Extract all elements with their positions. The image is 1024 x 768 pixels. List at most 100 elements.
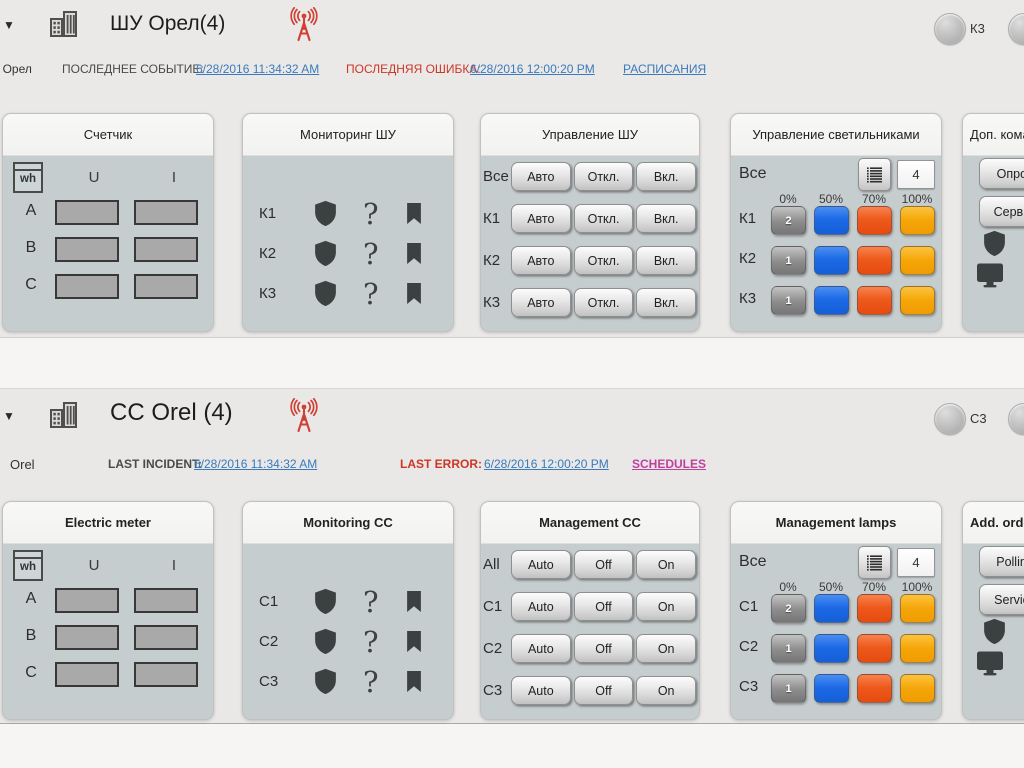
- dim-0-button[interactable]: 2: [771, 206, 806, 235]
- off-button[interactable]: Off: [573, 634, 634, 663]
- dim-100-button[interactable]: [900, 594, 935, 623]
- on-button[interactable]: On: [636, 550, 697, 579]
- channel-label: C2: [483, 640, 503, 657]
- radio-antenna-icon: [288, 398, 320, 434]
- monitor-icon[interactable]: [976, 650, 1004, 676]
- dim-0-button[interactable]: 1: [771, 674, 806, 703]
- dim-100-button[interactable]: [900, 206, 935, 235]
- dim-50-button[interactable]: [814, 594, 849, 623]
- status-sphere-indicator: [934, 13, 966, 45]
- lamp-list-button[interactable]: [858, 158, 891, 191]
- dim-100-button[interactable]: [900, 286, 935, 315]
- off-button[interactable]: Off: [573, 550, 634, 579]
- on-button[interactable]: Вкл.: [636, 246, 697, 275]
- on-button[interactable]: On: [636, 634, 697, 663]
- shield-icon[interactable]: [982, 618, 1007, 645]
- phase-label: C: [25, 276, 37, 293]
- shield-icon: [313, 668, 338, 695]
- meter-row-b: B: [3, 625, 213, 650]
- dim-100-button[interactable]: [900, 634, 935, 663]
- dim-70-button[interactable]: [857, 594, 892, 623]
- off-button[interactable]: Откл.: [573, 246, 634, 275]
- dim-100-button[interactable]: [900, 674, 935, 703]
- shield-icon[interactable]: [982, 230, 1007, 257]
- dim-100-button[interactable]: [900, 246, 935, 275]
- dim-50-button[interactable]: [814, 286, 849, 315]
- schedules-link[interactable]: РАСПИСАНИЯ: [623, 62, 707, 76]
- poll-button[interactable]: Polling: [979, 546, 1024, 577]
- auto-button[interactable]: Auto: [511, 550, 571, 579]
- dim-50-button[interactable]: [814, 246, 849, 275]
- off-button[interactable]: Off: [573, 676, 634, 705]
- card-title: Monitoring CC: [303, 515, 393, 530]
- card-body: wh U I A B C: [3, 156, 213, 331]
- dim-0-button[interactable]: 1: [771, 286, 806, 315]
- card-lamps: Управление светильниками Все 4 0% 50% 70…: [730, 113, 942, 332]
- last-event-label: ПОСЛЕДНЕЕ СОБЫТИЕ:: [62, 62, 204, 76]
- phase-label: A: [25, 590, 37, 607]
- lamp-count-box[interactable]: 4: [897, 160, 935, 189]
- dim-50-button[interactable]: [814, 206, 849, 235]
- dim-70-button[interactable]: [857, 206, 892, 235]
- auto-button[interactable]: Авто: [511, 288, 571, 317]
- off-button[interactable]: Откл.: [573, 204, 634, 233]
- service-button[interactable]: Service: [979, 584, 1024, 615]
- on-button[interactable]: Вкл.: [636, 162, 697, 191]
- on-button[interactable]: On: [636, 676, 697, 705]
- auto-button[interactable]: Auto: [511, 676, 571, 705]
- poll-button[interactable]: Опрос: [979, 158, 1024, 189]
- lamp-row-k3: К3 1: [731, 286, 941, 315]
- last-error-link[interactable]: 6/28/2016 12:00:20 PM: [484, 457, 609, 471]
- dim-70-button[interactable]: [857, 674, 892, 703]
- card-title: Management lamps: [775, 515, 897, 530]
- meter-value-box-u: [55, 662, 119, 687]
- schedules-link[interactable]: SCHEDULES: [632, 457, 707, 471]
- meter-value-box-u: [55, 588, 119, 613]
- monitor-icon[interactable]: [976, 262, 1004, 288]
- on-button[interactable]: Вкл.: [636, 204, 697, 233]
- lamp-row-k2: К2 1: [731, 246, 941, 275]
- dim-50-button[interactable]: [814, 634, 849, 663]
- management-row-k2: К2 Авто Откл. Вкл.: [483, 246, 699, 275]
- management-row-k3: К3 Авто Откл. Вкл.: [483, 288, 699, 317]
- service-button[interactable]: Сервис: [979, 196, 1024, 227]
- auto-button[interactable]: Авто: [511, 162, 571, 191]
- collapse-arrow-icon[interactable]: ▼: [3, 409, 15, 423]
- management-row-all: Все Авто Откл. Вкл.: [483, 162, 699, 191]
- on-button[interactable]: Вкл.: [636, 288, 697, 317]
- last-error-link[interactable]: 6/28/2016 12:00:20 PM: [470, 62, 595, 76]
- dim-70-button[interactable]: [857, 246, 892, 275]
- off-button[interactable]: Откл.: [573, 288, 634, 317]
- dim-0-button[interactable]: 2: [771, 594, 806, 623]
- bookmark-icon: [403, 281, 425, 306]
- auto-button[interactable]: Auto: [511, 634, 571, 663]
- last-event-link[interactable]: 6/28/2016 11:34:32 AM: [194, 457, 318, 471]
- shield-icon: [313, 280, 338, 307]
- collapse-arrow-icon[interactable]: ▼: [3, 18, 15, 32]
- meter-value-box-i: [134, 200, 198, 225]
- dim-0-button[interactable]: 1: [771, 246, 806, 275]
- meter-row-a: A: [3, 200, 213, 225]
- auto-button[interactable]: Авто: [511, 246, 571, 275]
- dim-70-button[interactable]: [857, 286, 892, 315]
- lamp-list-button[interactable]: [858, 546, 891, 579]
- card-header: Управление светильниками: [731, 114, 941, 156]
- channel-label: К3: [739, 290, 757, 307]
- auto-button[interactable]: Авто: [511, 204, 571, 233]
- lamp-count-box[interactable]: 4: [897, 548, 935, 577]
- off-button[interactable]: Откл.: [573, 162, 634, 191]
- auto-button[interactable]: Auto: [511, 592, 571, 621]
- dim-0-button[interactable]: 1: [771, 634, 806, 663]
- dim-70-button[interactable]: [857, 634, 892, 663]
- last-event-link[interactable]: 6/28/2016 11:34:32 AM: [196, 62, 320, 76]
- lamp-row-c1: C1 2: [731, 594, 941, 623]
- management-row-c2: C2 Auto Off On: [483, 634, 699, 663]
- channel-label: К2: [483, 252, 501, 269]
- dim-50-button[interactable]: [814, 674, 849, 703]
- on-button[interactable]: On: [636, 592, 697, 621]
- card-body: Все Авто Откл. Вкл. К1 Авто Откл. Вкл. К…: [481, 156, 699, 331]
- unknown-state-question-mark: ?: [362, 236, 379, 271]
- monitoring-row-k2: К2 ?: [243, 237, 453, 270]
- phase-label: B: [25, 627, 37, 644]
- off-button[interactable]: Off: [573, 592, 634, 621]
